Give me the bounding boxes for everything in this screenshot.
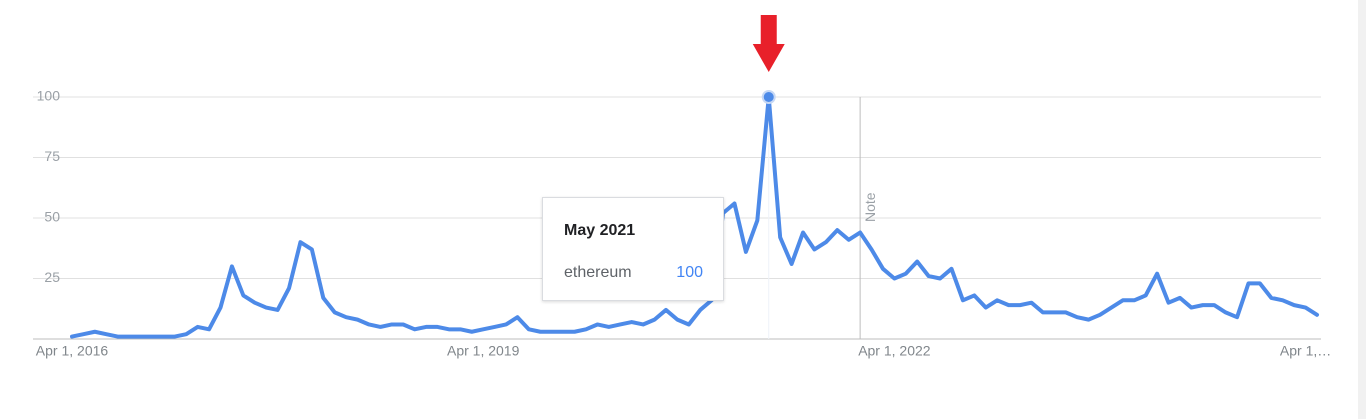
tooltip: May 2021 ethereum 100 (542, 197, 724, 301)
tooltip-series-name: ethereum (564, 264, 632, 281)
y-tick-label: 75 (44, 148, 60, 164)
tooltip-title: May 2021 (564, 222, 636, 239)
scrollbar (1358, 0, 1366, 419)
y-tick-label: 100 (37, 88, 61, 104)
x-tick-label: Apr 1, 2019 (447, 343, 520, 359)
arrow (752, 15, 785, 72)
tooltip-value: 100 (676, 264, 703, 281)
x-tick-label: Apr 1, 2016 (36, 343, 109, 359)
y-tick-label: 25 (44, 269, 60, 285)
y-tick-label: 50 (44, 209, 60, 225)
note-label: Note (862, 192, 878, 222)
series-line (70, 95, 1319, 339)
hover-point (761, 90, 776, 104)
x-tick-label: Apr 1, 2022 (858, 343, 931, 359)
x-tick-label: Apr 1,… (1280, 343, 1331, 359)
